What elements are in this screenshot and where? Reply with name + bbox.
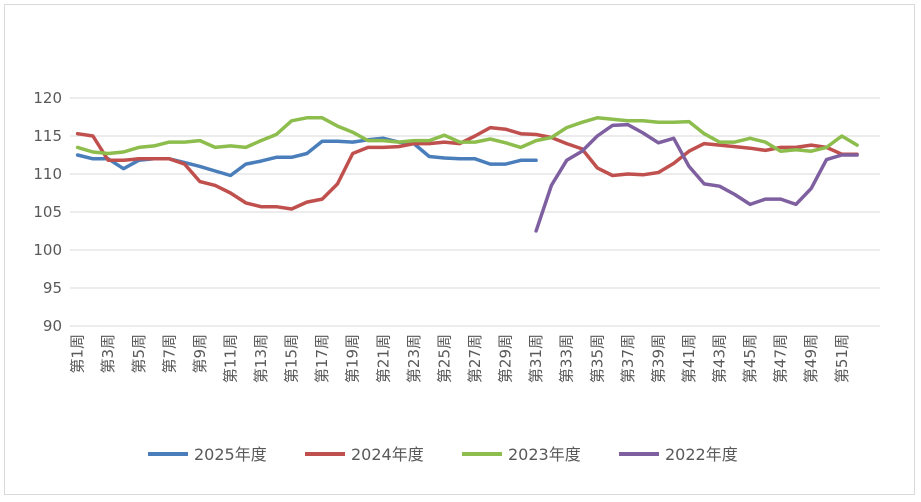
x-tick-label: 第25周	[435, 334, 453, 383]
x-tick-label: 第19周	[344, 334, 362, 383]
y-tick-label: 100	[33, 241, 62, 259]
y-tick-label: 105	[33, 203, 62, 221]
series-line-3	[75, 116, 859, 156]
y-tick-label: 110	[33, 165, 62, 183]
x-tick-label: 第39周	[649, 334, 667, 383]
legend: 2025年度 2024年度 2023年度 2022年度	[148, 445, 738, 464]
legend-label: 2022年度	[665, 445, 738, 464]
x-tick-label: 第35周	[588, 334, 606, 383]
x-tick-label: 第7周	[160, 334, 178, 374]
series-line-2	[75, 125, 859, 211]
x-tick-label: 第45周	[741, 334, 759, 383]
legend-label: 2024年度	[351, 445, 424, 464]
x-axis-ticks: 第1周 第3周 第5周 第7周 第9周 第11周 第13周 第15周 第17周 第19周 第21周第…	[69, 334, 851, 383]
series-line-4	[534, 122, 859, 233]
x-tick-label: 第5周	[130, 334, 148, 374]
x-tick-label: 第13周	[252, 334, 270, 383]
x-tick-label: 第37周	[619, 334, 637, 383]
y-tick-label: 90	[43, 317, 62, 335]
x-tick-label: 第33周	[558, 334, 576, 383]
x-tick-label: 第21周	[374, 334, 392, 383]
x-tick-label: 第1周	[69, 334, 87, 374]
gridlines	[70, 97, 880, 327]
x-tick-label: 第3周	[99, 334, 117, 374]
y-tick-label: 95	[43, 279, 62, 297]
x-tick-label: 第23周	[405, 334, 423, 383]
x-tick-label: 第31周	[527, 334, 545, 383]
series-lines	[75, 116, 859, 233]
y-tick-label: 120	[33, 89, 62, 107]
chart-frame	[4, 4, 915, 495]
legend-label: 2023年度	[508, 445, 581, 464]
x-tick-label: 第47周	[772, 334, 790, 383]
y-axis-ticks: 90 95 100 105 110 115 120	[33, 89, 62, 335]
x-tick-label: 第49周	[802, 334, 820, 383]
y-tick-label: 115	[33, 127, 62, 145]
x-tick-label: 第29周	[497, 334, 515, 383]
x-tick-label: 第51周	[833, 334, 851, 383]
x-tick-label: 第43周	[711, 334, 729, 383]
x-tick-label: 第27周	[466, 334, 484, 383]
x-tick-label: 第9周	[191, 334, 209, 374]
x-tick-label: 第17周	[313, 334, 331, 383]
x-tick-label: 第41周	[680, 334, 698, 383]
series-line-1	[75, 136, 538, 178]
x-tick-label: 第11周	[221, 334, 239, 383]
x-tick-label: 第15周	[283, 334, 301, 383]
legend-label: 2025年度	[194, 445, 267, 464]
